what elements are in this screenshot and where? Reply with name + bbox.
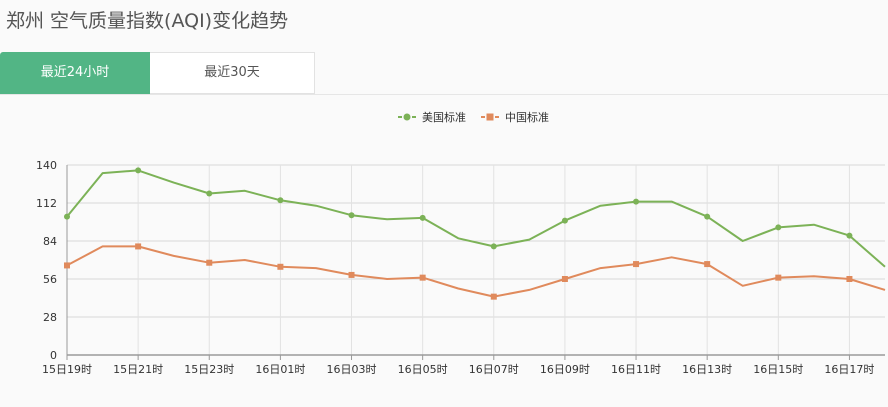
data-point-cn [348,271,355,278]
data-point-cn [846,276,853,282]
data-point-us [277,197,284,204]
legend-marker-cn [486,113,494,121]
data-point-cn [704,261,711,268]
x-tick-label: 15日19时 [42,363,92,376]
data-point-us [64,213,70,220]
x-tick-label: 16日11时 [611,363,661,376]
x-tick-label: 16日17时 [824,363,874,376]
data-point-us [846,232,853,239]
data-point-us [704,213,711,220]
data-point-us [633,198,640,205]
data-point-us [775,224,782,231]
data-point-us [490,243,497,250]
tab-last-30-days[interactable]: 最近30天 [150,52,315,94]
data-point-cn [561,276,568,282]
chart-grid [66,164,885,356]
data-point-cn [64,262,70,269]
chart-legend: 美国标准 中国标准 [398,110,549,124]
x-tick-label: 16日07时 [469,363,519,376]
y-tick-label: 140 [36,159,57,172]
data-point-us [135,167,142,174]
series-line-us [66,169,886,268]
legend-marker-us [403,113,411,121]
data-point-cn [490,293,497,300]
y-tick-label: 56 [43,273,57,286]
series-line-cn [66,245,886,298]
x-tick-label: 15日21时 [113,363,163,376]
x-tick-label: 16日05时 [398,363,448,376]
data-point-cn [277,263,284,270]
y-tick-label: 0 [50,349,57,362]
data-point-cn [419,274,426,281]
x-tick-label: 16日13时 [682,363,732,376]
legend-label-cn: 中国标准 [505,110,549,124]
page-title: 郑州 空气质量指数(AQI)变化趋势 [6,10,289,32]
y-tick-label: 112 [36,197,57,210]
data-point-cn [775,274,782,281]
x-tick-label: 15日23时 [184,363,234,376]
x-axis: 15日19时 15日21时 15日23时 16日01时 16日03时 16日05时 16日0… [42,354,885,376]
legend-label-us: 美国标准 [422,110,466,124]
x-tick-label: 16日03时 [327,363,377,376]
chart-series [64,167,886,300]
data-point-us [206,190,213,197]
tab-bar: 最近24小时 最近30天 [0,52,315,94]
x-tick-label: 16日09时 [540,363,590,376]
data-point-cn [633,261,640,268]
x-tick-label: 16日15时 [753,363,803,376]
y-tick-label: 28 [43,311,57,324]
data-point-us [561,217,568,224]
data-point-us [419,214,426,221]
data-point-us [348,212,355,219]
y-axis: 0 28 56 84 112 140 [36,159,68,362]
tab-last-24-hours[interactable]: 最近24小时 [0,52,150,94]
x-tick-label: 16日01时 [255,363,305,376]
aqi-line-chart: 美国标准 中国标准 0 28 56 84 112 140 15日19时 15日21时 15日23… [36,110,886,376]
data-point-cn [135,243,142,250]
y-tick-label: 84 [43,235,57,248]
data-point-cn [206,259,213,266]
tabs-divider [0,94,888,95]
